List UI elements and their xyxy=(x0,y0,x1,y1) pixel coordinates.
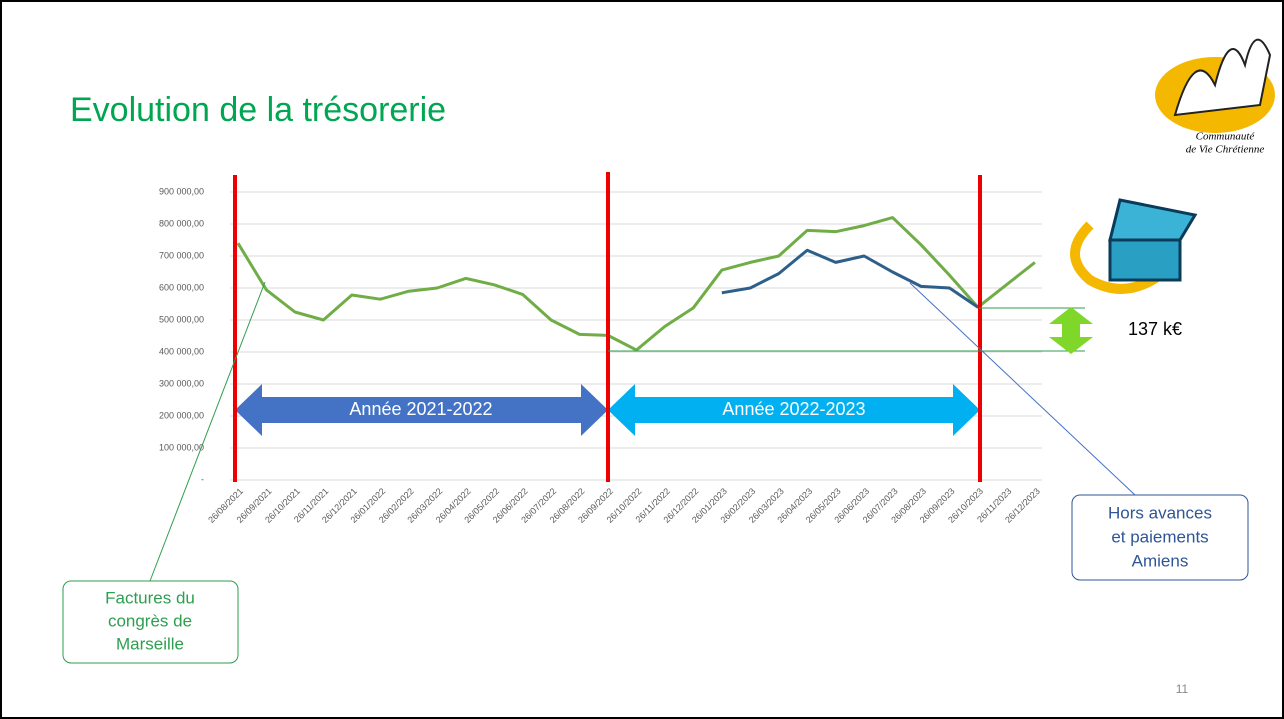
callout-pointer xyxy=(149,281,266,582)
callout-text: Amiens xyxy=(1132,551,1189,570)
logo: Communauté de Vie Chrétienne xyxy=(1155,38,1275,156)
callout-text: Marseille xyxy=(116,634,184,653)
slide-title: Evolution de la trésorerie xyxy=(70,91,446,129)
callout-text: Hors avances xyxy=(1108,503,1212,522)
logo-text: de Vie Chrétienne xyxy=(1186,144,1265,156)
chest-icon xyxy=(1070,198,1198,294)
y-tick-label: 700 000,00 xyxy=(159,250,204,260)
y-tick-label: 400 000,00 xyxy=(159,346,204,356)
callout-text: Factures du xyxy=(105,588,195,607)
y-tick-label: 600 000,00 xyxy=(159,282,204,292)
callout-text: et paiements xyxy=(1111,527,1208,546)
y-tick-label: 800 000,00 xyxy=(159,218,204,228)
y-tick-label: 100 000,00 xyxy=(159,442,204,452)
difference: 137 k€ xyxy=(608,307,1182,354)
series-line xyxy=(236,216,1036,352)
year-label: Année 2021-2022 xyxy=(349,399,492,419)
logo-text: Communauté xyxy=(1196,131,1256,143)
y-tick-label: 300 000,00 xyxy=(159,378,204,388)
y-tick-label: 200 000,00 xyxy=(159,410,204,420)
series-line xyxy=(721,248,979,309)
callout-box xyxy=(62,580,239,664)
difference-label: 137 k€ xyxy=(1128,319,1182,339)
y-tick-label: 500 000,00 xyxy=(159,314,204,324)
callout-pointer xyxy=(909,282,1136,496)
callout-text: congrès de xyxy=(108,611,192,630)
callout-box xyxy=(1071,494,1249,581)
red-lines xyxy=(233,172,982,482)
year-arrow: Année 2021-2022 Année 2022-2023 xyxy=(235,384,980,436)
y-tick-label: 900 000,00 xyxy=(159,186,204,196)
y-tick-label: - xyxy=(201,474,204,484)
page-number: 11 xyxy=(1176,682,1189,696)
year-label: Année 2022-2023 xyxy=(722,399,865,419)
